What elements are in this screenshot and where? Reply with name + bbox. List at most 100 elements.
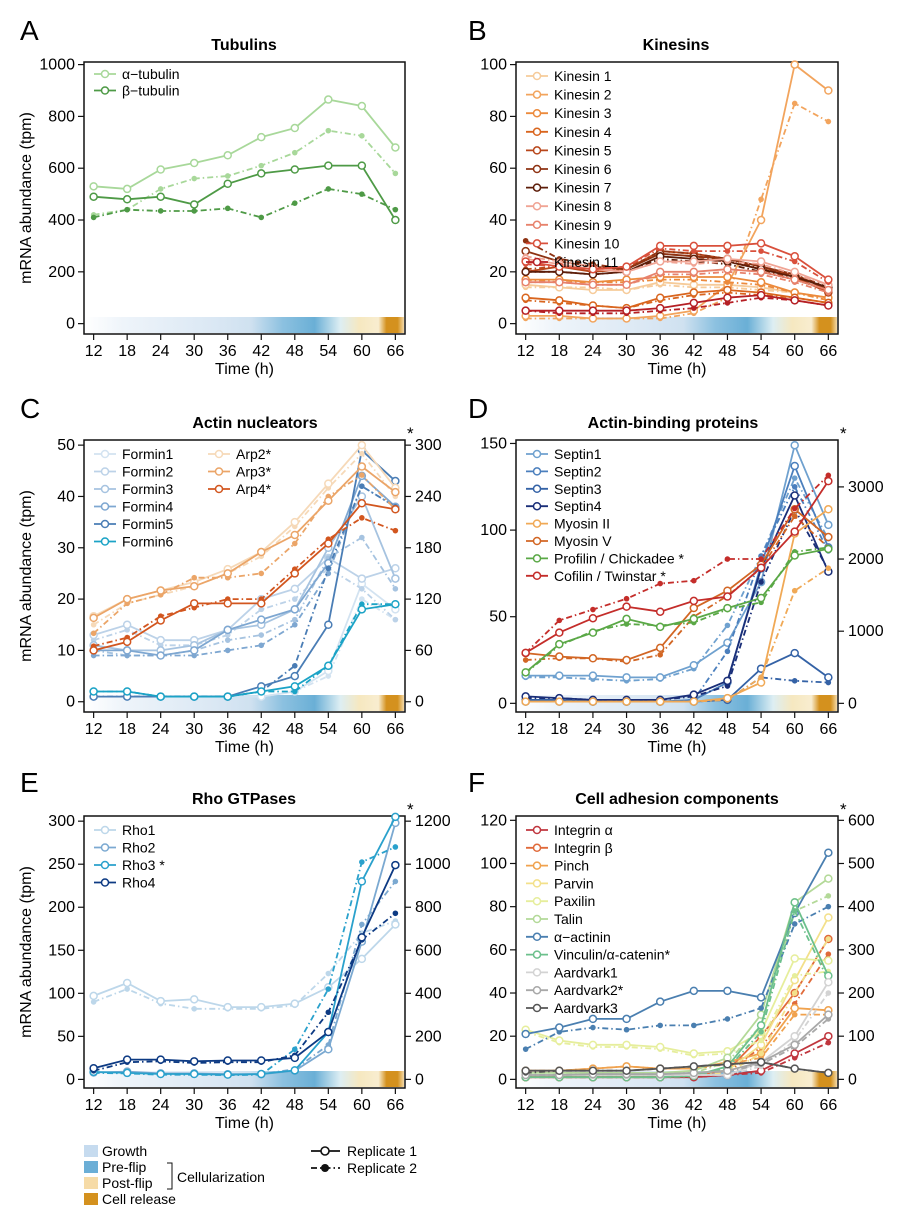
series-Arp4* [89, 499, 400, 655]
y-axis-label: mRNA abundance (tpm) [18, 490, 35, 662]
x-tick-label: 60 [786, 1097, 804, 1114]
series-line-rep1 [525, 480, 830, 654]
legend-marker [532, 950, 542, 959]
data-point-rep1 [588, 697, 598, 706]
data-point-rep2 [291, 663, 298, 669]
y2-tick-label: 200 [415, 1028, 442, 1045]
data-point-rep1 [290, 517, 300, 527]
legend-label: Rho2 [122, 840, 156, 856]
data-point-rep1 [622, 1040, 631, 1050]
data-point-rep1 [655, 303, 665, 313]
legend-label: Arp4* [236, 481, 272, 497]
data-point-rep2 [825, 951, 832, 957]
legend-marker [100, 519, 110, 529]
series-line-rep1 [525, 899, 830, 1079]
data-point-rep1 [655, 607, 665, 616]
series-line-rep1 [525, 507, 829, 661]
data-point-rep2 [791, 513, 798, 520]
plot-area: 12 18 24 30 36 42 48 54 60 66 Time (h) 0 20 40 60 80 100… [480, 57, 839, 378]
data-point-rep1 [357, 499, 367, 508]
data-point-rep2 [392, 527, 399, 534]
x-tick-label: 12 [85, 343, 103, 360]
data-point-rep1 [824, 301, 833, 310]
data-point-rep2 [291, 540, 298, 547]
legend-label: Rho1 [122, 822, 156, 838]
data-point-rep1 [290, 569, 300, 578]
legend-marker [532, 571, 542, 581]
x-tick-label: 48 [719, 721, 737, 738]
data-point-rep1 [122, 687, 132, 696]
data-point-rep1 [156, 1069, 165, 1079]
y-tick-label: 50 [489, 609, 507, 626]
series-line-rep1 [93, 556, 396, 642]
legend-marker [532, 985, 542, 995]
legend-marker [532, 183, 542, 192]
series-line-rep2 [93, 187, 396, 219]
series-line-rep1 [93, 465, 396, 619]
series-line-rep2 [525, 278, 829, 302]
data-point-rep1 [391, 505, 400, 514]
legend-marker [214, 467, 224, 476]
x-tick-label: 42 [685, 721, 703, 738]
panel-letter: B [468, 15, 487, 46]
x-tick-label: 30 [618, 1097, 636, 1114]
cellularization-bracket [167, 1162, 173, 1190]
data-point-rep2 [758, 196, 764, 203]
legend-label: Profilin / Chickadee * [554, 550, 685, 566]
x-tick-label: 42 [252, 343, 270, 360]
data-point-rep1 [122, 594, 132, 604]
y-tick-label: 40 [489, 985, 507, 1002]
series-line-rep1 [525, 276, 829, 299]
y-tick-label: 0 [66, 316, 75, 333]
legend-marker [100, 502, 110, 511]
data-point-rep1 [223, 1070, 232, 1079]
data-point-rep1 [555, 1023, 564, 1032]
y2-tick-label: 400 [415, 985, 442, 1002]
data-point-rep1 [555, 652, 564, 661]
series-line-rep1 [525, 281, 829, 299]
data-point-rep1 [555, 306, 564, 315]
y2-tick-label: 120 [415, 591, 442, 608]
data-point-rep1 [391, 599, 400, 609]
x-tick-label: 18 [118, 343, 136, 360]
series-line-rep1 [525, 877, 829, 1074]
data-point-rep1 [723, 603, 732, 613]
x-tick-label: 54 [752, 721, 770, 738]
legend-label: Kinesin 9 [554, 217, 612, 233]
panel-b: B Kinesins 12 18 24 30 36 42 48 54 60 66 Time (h) 0… [468, 15, 839, 378]
legend-marker [532, 71, 542, 81]
x-tick-label: 54 [752, 343, 770, 360]
data-point-rep1 [756, 1021, 766, 1030]
legend-marker [532, 108, 542, 118]
data-point-rep2 [90, 630, 97, 637]
data-point-rep1 [391, 860, 400, 870]
data-point-rep1 [790, 440, 799, 450]
x-tick-label: 18 [550, 1097, 568, 1114]
data-point-rep1 [824, 1068, 833, 1078]
data-point-rep1 [790, 491, 799, 500]
legend-marker [100, 537, 110, 546]
data-point-rep2 [556, 617, 563, 624]
data-point-rep2 [90, 999, 97, 1005]
data-point-rep1 [790, 296, 799, 305]
series-line-rep1 [93, 502, 396, 652]
legend-label: Paxilin [554, 893, 595, 909]
data-point-rep2 [258, 606, 265, 613]
series-line-rep2 [525, 255, 829, 286]
data-point-rep1 [521, 1066, 530, 1075]
legend-label: Formin6 [122, 534, 174, 550]
legend-marker [532, 220, 542, 230]
data-point-rep1 [521, 648, 530, 658]
y-tick-label: 100 [48, 985, 75, 1002]
series-line-rep1 [525, 63, 829, 320]
x-tick-label: 12 [517, 1097, 535, 1114]
series-line-rep2 [93, 484, 396, 657]
series-β−tubulin [89, 161, 400, 225]
legend-label: α−actinin [554, 929, 611, 945]
data-point-rep1 [824, 913, 833, 922]
data-point-rep1 [689, 614, 699, 624]
data-point-rep1 [357, 605, 367, 614]
data-point-rep1 [723, 241, 732, 251]
data-point-rep1 [756, 593, 766, 603]
data-point-rep1 [756, 290, 766, 300]
